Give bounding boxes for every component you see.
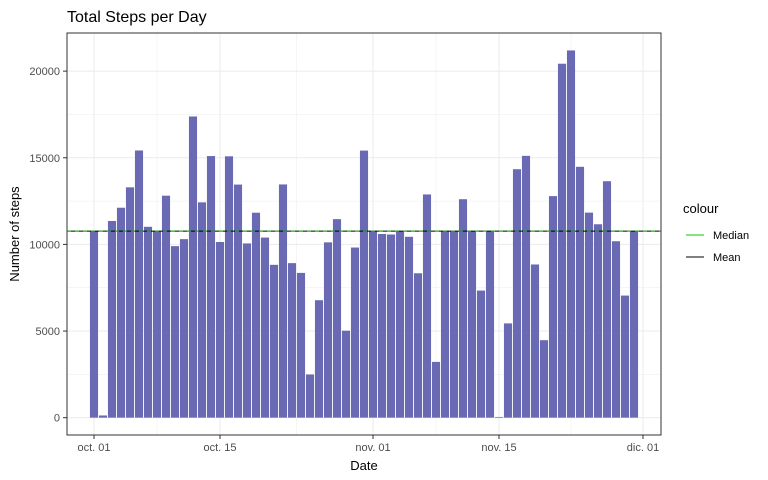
x-tick-label: oct. 01 [77,442,110,454]
bar [152,231,162,418]
bar [242,243,252,418]
bar [485,231,495,418]
legend-title: colour [683,201,719,216]
bar [494,416,504,418]
y-tick-label: 5000 [36,326,60,338]
bar [332,219,342,418]
chart-title: Total Steps per Day [67,9,207,26]
bar [305,374,315,418]
legend-label-mean: Mean [713,252,741,264]
y-tick-label: 20000 [29,66,60,78]
bar [422,194,432,418]
x-axis-title: Date [350,458,377,473]
bar [512,169,522,418]
bar [629,231,639,418]
bar [548,196,558,418]
y-tick-label: 10000 [29,239,60,251]
y-tick-label: 0 [54,413,60,425]
bar [350,247,360,418]
bar [251,212,261,418]
bar [287,263,297,418]
bar [89,231,99,418]
bar [296,272,306,418]
bar [386,234,396,418]
bar [233,184,243,418]
bar [566,50,576,418]
bar [557,63,567,418]
bar [467,231,477,418]
bar [314,300,324,418]
bar [602,181,612,418]
bar [278,184,288,418]
bar [215,241,225,418]
bar [521,155,531,418]
bar [269,264,279,418]
bar [197,202,207,418]
bar [260,237,270,418]
bar [503,323,513,418]
bar [224,156,234,418]
bar [161,195,171,418]
bar [116,207,126,418]
legend: colour Median Mean [683,201,749,264]
bar [341,330,351,418]
bar [359,150,369,418]
bar [395,231,405,418]
x-tick-label: oct. 15 [203,442,236,454]
bar [413,273,423,418]
x-tick-label: nov. 01 [355,442,390,454]
bar [98,415,108,418]
bar [440,231,450,418]
bar [539,340,549,418]
x-axis: oct. 01 oct. 15 nov. 01 nov. 15 dic. 01 [77,435,659,454]
panel-border [66,32,662,436]
bar [170,246,180,418]
bar [404,236,414,418]
x-tick-label: dic. 01 [627,442,659,454]
bar [431,361,441,418]
bar [206,156,216,418]
bar-series [89,50,639,418]
bar [143,226,153,418]
bar [125,187,135,418]
bar [575,166,585,418]
bar [179,239,189,418]
bar [368,231,378,418]
bar [188,116,198,418]
bar [593,224,603,418]
bar [458,199,468,418]
x-tick-label: nov. 15 [481,442,516,454]
bar [611,241,621,418]
y-axis-title: Number of steps [7,186,22,282]
y-tick-label: 15000 [29,153,60,165]
legend-label-median: Median [713,230,749,242]
bar [449,231,459,418]
bar [476,290,486,418]
y-axis: 0 5000 10000 15000 20000 [29,66,67,425]
bar [584,212,594,418]
bar [530,264,540,418]
bar [323,242,333,418]
bar [377,234,387,418]
bar [134,150,144,418]
bar [620,295,630,418]
bar [107,220,117,418]
